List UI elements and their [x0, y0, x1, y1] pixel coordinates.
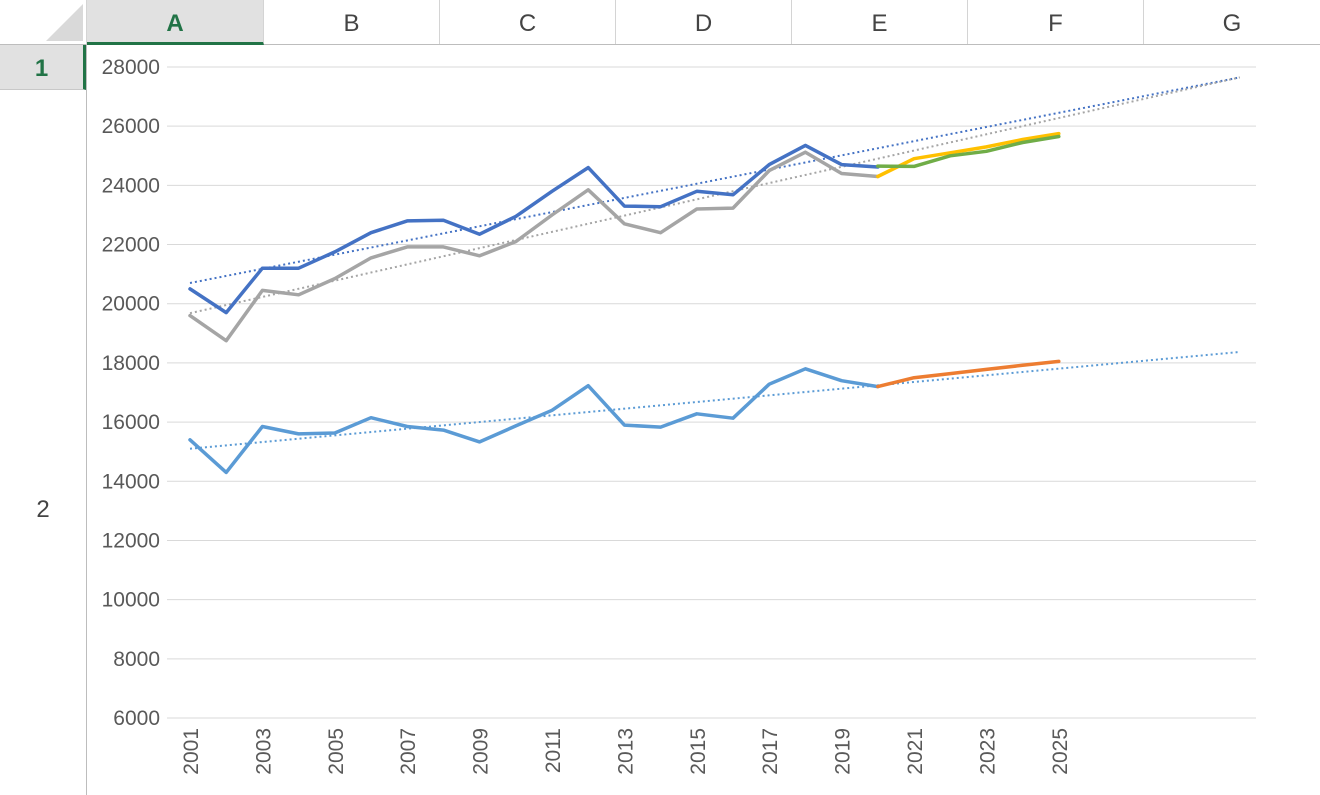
y-tick-label-28000: 28000: [102, 56, 160, 79]
x-tick-label-2011: 2011: [542, 728, 565, 773]
column-header-c[interactable]: C: [440, 0, 616, 44]
column-header-g[interactable]: G: [1222, 10, 1242, 37]
column-header-d[interactable]: D: [616, 0, 792, 44]
y-tick-label-14000: 14000: [102, 470, 160, 493]
row-header-1[interactable]: 1: [0, 45, 86, 90]
x-tick-label-2015: 2015: [687, 728, 710, 775]
x-tick-label-2017: 2017: [759, 728, 782, 775]
column-header-b[interactable]: B: [264, 0, 440, 44]
y-tick-label-22000: 22000: [102, 234, 160, 257]
x-tick-label-2009: 2009: [470, 728, 493, 775]
x-tick-label-2013: 2013: [614, 728, 637, 775]
series-line-5: [876, 134, 1061, 169]
series-line-3: [188, 367, 880, 475]
row-headers: 1 2: [0, 45, 87, 795]
y-tick-label-10000: 10000: [102, 589, 160, 612]
trendline-3: [189, 350, 1240, 450]
y-tick-label-18000: 18000: [102, 352, 160, 375]
select-all-triangle-icon: [46, 4, 83, 41]
x-tick-label-2021: 2021: [904, 728, 927, 775]
y-tick-label-16000: 16000: [102, 411, 160, 434]
y-tick-label-20000: 20000: [102, 293, 160, 316]
y-tick-label-26000: 26000: [102, 115, 160, 138]
x-tick-label-2005: 2005: [325, 728, 348, 775]
select-all-corner[interactable]: [0, 0, 87, 45]
column-header-e[interactable]: E: [792, 0, 968, 44]
row-header-2[interactable]: 2: [36, 496, 50, 523]
column-header-a[interactable]: A: [87, 0, 264, 45]
y-tick-label-8000: 8000: [113, 648, 160, 671]
y-tick-label-6000: 6000: [113, 707, 160, 730]
series-line-6: [876, 359, 1061, 389]
line-chart[interactable]: 6000 8000 10000 12000 14000 16000 18000 20000 22…: [89, 46, 1320, 795]
x-tick-label-2025: 2025: [1049, 728, 1072, 775]
trendline-1: [189, 76, 1240, 284]
x-tick-label-2001: 2001: [180, 728, 203, 775]
x-tick-label-2019: 2019: [832, 728, 855, 775]
series-line-2: [188, 150, 880, 343]
series-line-4: [876, 131, 1061, 179]
y-tick-label-24000: 24000: [102, 174, 160, 197]
x-tick-label-2023: 2023: [976, 728, 999, 775]
column-header-f[interactable]: F: [968, 0, 1144, 44]
x-tick-label-2007: 2007: [397, 728, 420, 775]
column-headers: A B C D E F G: [87, 0, 1320, 45]
x-tick-label-2003: 2003: [252, 728, 275, 775]
series-line-1: [188, 143, 880, 315]
chart-plot-area: 6000 8000 10000 12000 14000 16000 18000 20000 22…: [102, 56, 1256, 775]
trendline-2: [189, 76, 1241, 315]
y-tick-label-12000: 12000: [102, 529, 160, 552]
